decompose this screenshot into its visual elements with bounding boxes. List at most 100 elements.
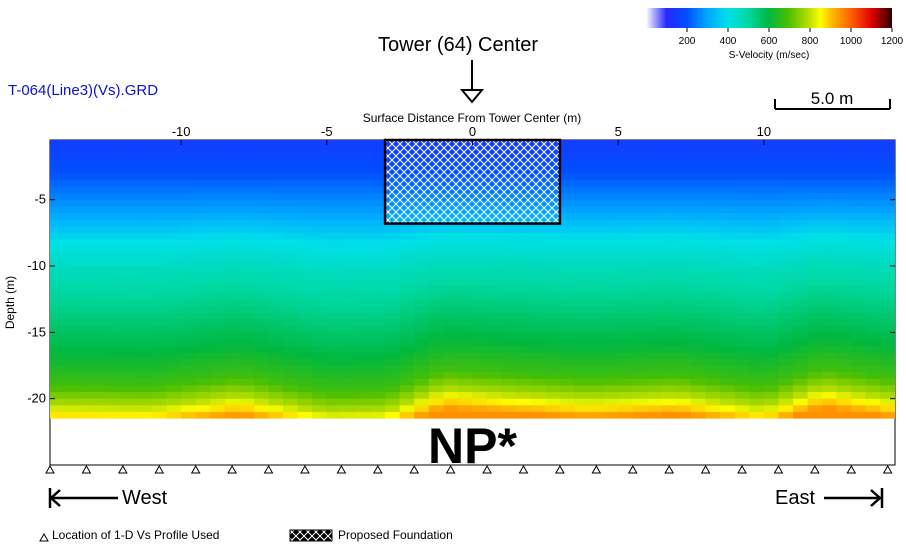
heatmap-cell — [851, 206, 867, 214]
heatmap-cell — [574, 153, 590, 161]
heatmap-cell — [880, 193, 895, 201]
heatmap-cell — [297, 266, 313, 274]
heatmap-cell — [865, 405, 882, 413]
heatmap-cell — [632, 272, 648, 280]
heatmap-cell — [355, 232, 372, 241]
heatmap-cell — [341, 179, 357, 188]
heatmap-cell — [181, 193, 197, 201]
heatmap-cell — [545, 239, 561, 247]
heatmap-cell — [851, 299, 867, 307]
heatmap-cell — [661, 193, 678, 201]
heatmap-cell — [355, 179, 372, 188]
heatmap-cell — [545, 332, 561, 340]
heatmap-cell — [676, 199, 692, 207]
heatmap-cell — [865, 332, 882, 340]
heatmap-cell — [705, 193, 721, 201]
heatmap-cell — [763, 299, 780, 307]
heatmap-cell — [370, 146, 386, 154]
heatmap-cell — [705, 226, 721, 234]
heatmap-cell — [93, 166, 109, 174]
heatmap-cell — [865, 173, 882, 181]
heatmap-cell — [253, 392, 270, 400]
heatmap-cell — [268, 232, 284, 241]
heatmap-cell — [457, 378, 474, 387]
heatmap-cell — [749, 279, 765, 287]
heatmap-cell — [108, 193, 124, 201]
legend — [39, 529, 333, 542]
heatmap-cell — [676, 193, 692, 201]
heatmap-cell — [472, 285, 488, 294]
heatmap-cell — [253, 193, 270, 201]
heatmap-cell — [151, 159, 168, 168]
heatmap-cell — [676, 405, 692, 413]
heatmap-cell — [836, 338, 852, 347]
heatmap-cell — [487, 392, 503, 400]
profile-location-triangle — [300, 464, 310, 474]
heatmap-cell — [385, 378, 401, 387]
heatmap-cell — [632, 358, 648, 367]
heatmap-cell — [428, 232, 444, 241]
heatmap-cell — [734, 186, 750, 194]
heatmap-cell — [326, 365, 342, 373]
heatmap-cell — [487, 345, 503, 353]
heatmap-cell — [341, 259, 357, 267]
heatmap-cell — [283, 159, 299, 168]
heatmap-cell — [326, 199, 342, 207]
heatmap-cell — [530, 392, 546, 400]
heatmap-cell — [880, 219, 895, 227]
heatmap-cell — [589, 292, 605, 300]
heatmap-cell — [559, 166, 576, 174]
heatmap-cell — [763, 193, 780, 201]
heatmap-cell — [851, 186, 867, 194]
heatmap-cell — [734, 246, 750, 254]
heatmap-cell — [122, 385, 139, 393]
heatmap-cell — [487, 239, 503, 247]
heatmap-cell — [851, 285, 867, 294]
heatmap-cell — [865, 358, 882, 367]
heatmap-cell — [793, 173, 809, 181]
heatmap-cell — [676, 319, 692, 327]
heatmap-cell — [530, 378, 546, 387]
heatmap-cell — [151, 272, 168, 280]
heatmap-cell — [530, 266, 546, 274]
heatmap-cell — [341, 332, 357, 340]
heatmap-cell — [734, 332, 750, 340]
heatmap-cell — [676, 173, 692, 181]
heatmap-cell — [210, 226, 226, 234]
heatmap-cell — [268, 345, 284, 353]
heatmap-cell — [341, 305, 357, 314]
heatmap-cell — [50, 179, 66, 188]
heatmap-cell — [574, 279, 590, 287]
heatmap-cell — [297, 146, 313, 154]
heatmap-cell — [428, 239, 444, 247]
heatmap-cell — [93, 392, 109, 400]
heatmap-cell — [793, 153, 809, 161]
x-tick-label: 5 — [615, 124, 622, 139]
heatmap-cell — [822, 312, 838, 320]
heatmap-cell — [647, 405, 663, 413]
heatmap-cell — [778, 292, 794, 300]
heatmap-cell — [312, 252, 328, 260]
heatmap-cell — [326, 266, 342, 274]
heatmap-cell — [691, 345, 707, 353]
heatmap-cell — [603, 226, 619, 234]
heatmap-cell — [443, 305, 459, 314]
heatmap-cell — [691, 352, 707, 360]
legend-foundation-text: Proposed Foundation — [338, 528, 453, 542]
heatmap-cell — [749, 378, 765, 387]
heatmap-cell — [734, 146, 750, 154]
heatmap-cell — [50, 272, 66, 280]
heatmap-cell — [399, 285, 415, 294]
heatmap-cell — [589, 226, 605, 234]
heatmap-cell — [399, 378, 415, 387]
heatmap-cell — [166, 226, 182, 234]
heatmap-cell — [385, 259, 401, 267]
heatmap-cell — [851, 279, 867, 287]
heatmap-cell — [64, 153, 80, 161]
heatmap-cell — [224, 292, 240, 300]
colorbar-tick-label: 400 — [720, 36, 737, 47]
y-tick-label: -5 — [34, 192, 46, 207]
heatmap-cell — [181, 246, 197, 254]
heatmap-cell — [705, 272, 721, 280]
heatmap-cell — [312, 159, 328, 168]
